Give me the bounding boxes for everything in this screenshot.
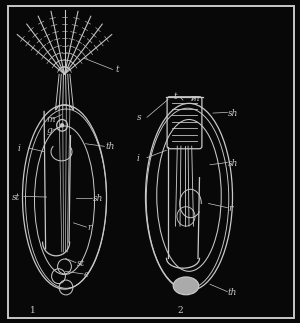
Text: i: i	[136, 154, 140, 163]
Text: th: th	[228, 288, 237, 297]
Text: t: t	[174, 92, 178, 101]
Text: r: r	[87, 223, 91, 232]
Text: g: g	[46, 126, 52, 135]
Text: 1: 1	[30, 306, 36, 315]
Text: r: r	[228, 204, 232, 213]
Text: sh: sh	[228, 109, 238, 118]
Text: st: st	[76, 259, 85, 268]
Text: m: m	[46, 115, 55, 124]
Text: t: t	[116, 65, 119, 74]
Text: st: st	[12, 193, 20, 202]
Text: s: s	[136, 113, 141, 122]
Text: m: m	[190, 94, 199, 103]
Text: e: e	[84, 270, 89, 279]
Text: th: th	[105, 142, 114, 151]
Text: i: i	[18, 144, 21, 153]
Circle shape	[61, 124, 64, 127]
Ellipse shape	[173, 277, 199, 295]
Text: 2: 2	[177, 306, 183, 315]
Text: sh: sh	[228, 159, 238, 168]
Text: sh: sh	[93, 194, 104, 203]
